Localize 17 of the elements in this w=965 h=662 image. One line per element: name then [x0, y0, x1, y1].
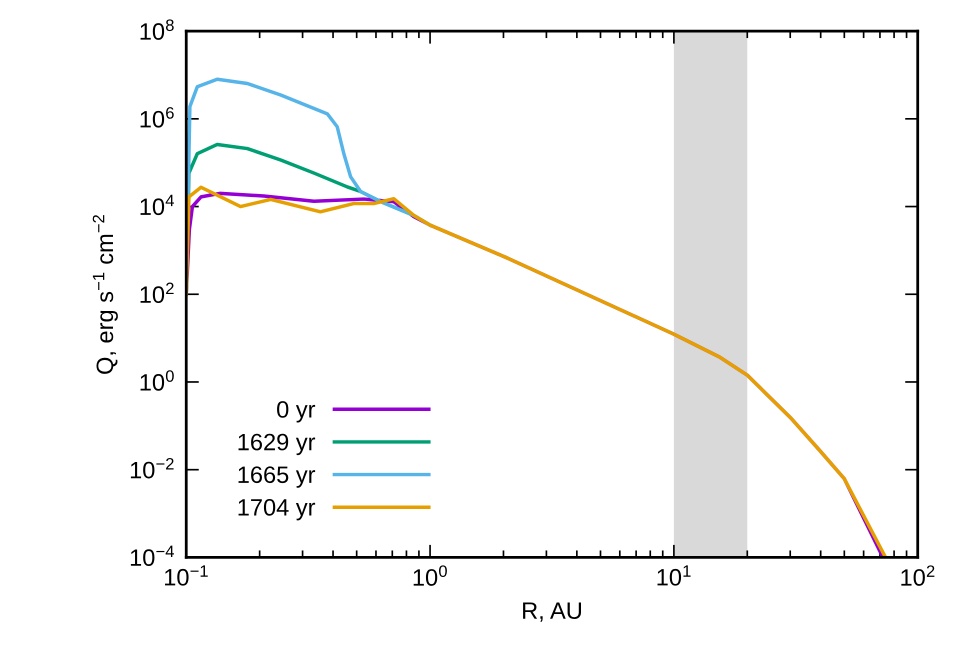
x-tick-label: 10$^{2}$: [901, 565, 934, 586]
y-tick-label: 10$^{4}$: [140, 194, 174, 216]
y-tick-label: 10$^{2}$: [140, 282, 174, 304]
x-tick-label: 10$^{1}$: [658, 565, 691, 586]
y-tick-label: 10$^{6}$: [140, 107, 174, 128]
legend-label: 0 yr: [277, 401, 316, 422]
y-tick-label: 10$^{−4}$: [130, 546, 174, 566]
y-tick-label: 10$^{−2}$: [130, 458, 174, 478]
x-tick-label: 10$^{0}$: [414, 565, 447, 586]
legend-label: 1665 yr: [238, 466, 316, 488]
y-tick-label: 10$^{0}$: [140, 370, 174, 391]
x-axis-title: R, AU: [523, 602, 581, 622]
legend-label: 1704 yr: [238, 498, 316, 520]
y-tick-label: 10$^{8}$: [140, 19, 174, 40]
y-axis-title: Q, erg s$^{−1}$ cm$^{−2}$: [92, 215, 118, 374]
x-tick-label: 10$^{−1}$: [165, 565, 208, 586]
legend-label: 1629 yr: [238, 434, 316, 456]
